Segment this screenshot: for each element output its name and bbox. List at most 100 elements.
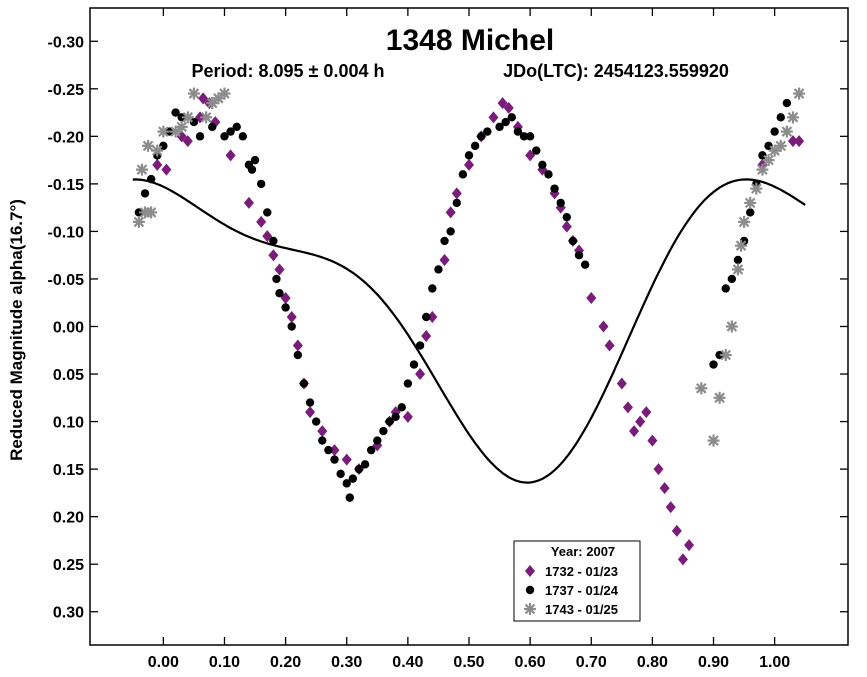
data-point [561,220,572,233]
data-point [354,464,364,474]
data-point [281,303,290,312]
x-tick-label: 0.40 [392,654,423,671]
plot-frame [89,7,849,646]
y-tick-label: -0.30 [48,34,85,51]
data-point [385,417,394,426]
data-point [422,312,431,322]
data-point [709,360,718,369]
x-axis-ticks: 0.00 0.10 0.20 0.30 0.40 0.50 0.60 0.70 0.80 0.90… [148,8,790,671]
data-point [175,120,188,133]
y-tick-label: -0.20 [48,129,85,146]
data-point [562,212,572,222]
data-point [715,350,724,360]
data-point [580,260,590,269]
x-tick-label: 0.50 [453,654,484,671]
data-point [745,208,755,217]
legend-marker [524,603,536,615]
data-point [451,187,462,200]
data-point [135,163,148,176]
data-point [275,289,284,298]
data-point [744,196,757,209]
data-point [232,122,241,132]
y-tick-label: 0.00 [53,320,84,337]
x-tick-label: 0.60 [515,654,546,671]
data-point [735,239,748,252]
legend-title: Year: 2007 [551,544,615,559]
data-point [568,236,578,246]
data-point [495,122,504,132]
data-point [182,135,193,148]
x-tick-label: 0.00 [148,654,179,671]
data-point [464,151,474,160]
fit-curve-layer [132,178,806,484]
data-point [488,111,499,124]
data-point [293,350,303,360]
data-point [635,415,646,428]
data-point [151,144,164,157]
data-point [653,463,664,476]
data-point [793,87,806,100]
data-point [140,189,150,198]
data-point [152,158,163,171]
y-tick-label: 0.25 [53,557,84,574]
data-point [345,493,354,502]
y-tick-label: 0.20 [53,510,84,527]
data-point [421,330,432,343]
data-point [677,553,688,566]
data-point [198,92,209,105]
data-point [665,501,676,514]
data-point [556,198,565,208]
data-point [274,263,285,276]
data-point [348,474,358,483]
data-point [440,236,449,246]
data-point [402,410,413,423]
data-point [770,127,779,136]
y-axis-ticks: -0.30 -0.25 -0.20 -0.15 -0.10 -0.05 0.00 0.05 0.… [48,34,848,622]
data-point [550,184,559,193]
data-point [458,170,468,179]
data-point [794,135,805,148]
data-point [659,482,670,495]
legend-marker [525,585,535,595]
data-point [379,426,388,436]
chart-title: 1348 Michel [386,24,554,57]
data-point [786,111,799,124]
x-tick-label: 0.10 [209,654,240,671]
data-point [397,403,406,412]
data-point [165,127,174,136]
data-point [719,349,732,362]
data-point [497,97,508,110]
data-point [727,274,737,284]
y-tick-label: -0.10 [48,224,85,241]
data-point [341,453,352,466]
data-point [324,445,333,455]
data-point [501,117,510,127]
y-axis-label: Reduced Magnitude alpha(16.7°) [7,199,26,461]
data-point [503,101,514,114]
data-point [713,391,726,404]
data-point [287,322,296,331]
data-point [445,206,456,219]
data-point [403,379,413,388]
data-point [641,406,652,419]
data-point [286,310,297,323]
legend-marker [525,565,535,577]
data-point [780,125,793,138]
data-point [756,163,769,176]
y-tick-label: 0.10 [53,415,84,432]
data-point [586,291,597,304]
data-point [177,113,186,122]
data-point [762,154,775,167]
data-point [176,130,187,143]
data-point [292,339,303,352]
x-tick-label: 0.70 [576,654,607,671]
data-point [750,182,763,195]
data-point [684,539,695,552]
data-point [145,206,158,219]
legend-entry-3: 1743 - 01/25 [545,602,618,617]
legend: Year: 2007 1732 - 01/23 1737 - 01/24 174… [513,540,641,622]
data-point [366,445,376,455]
data-point [269,236,278,246]
data-point [538,160,547,170]
